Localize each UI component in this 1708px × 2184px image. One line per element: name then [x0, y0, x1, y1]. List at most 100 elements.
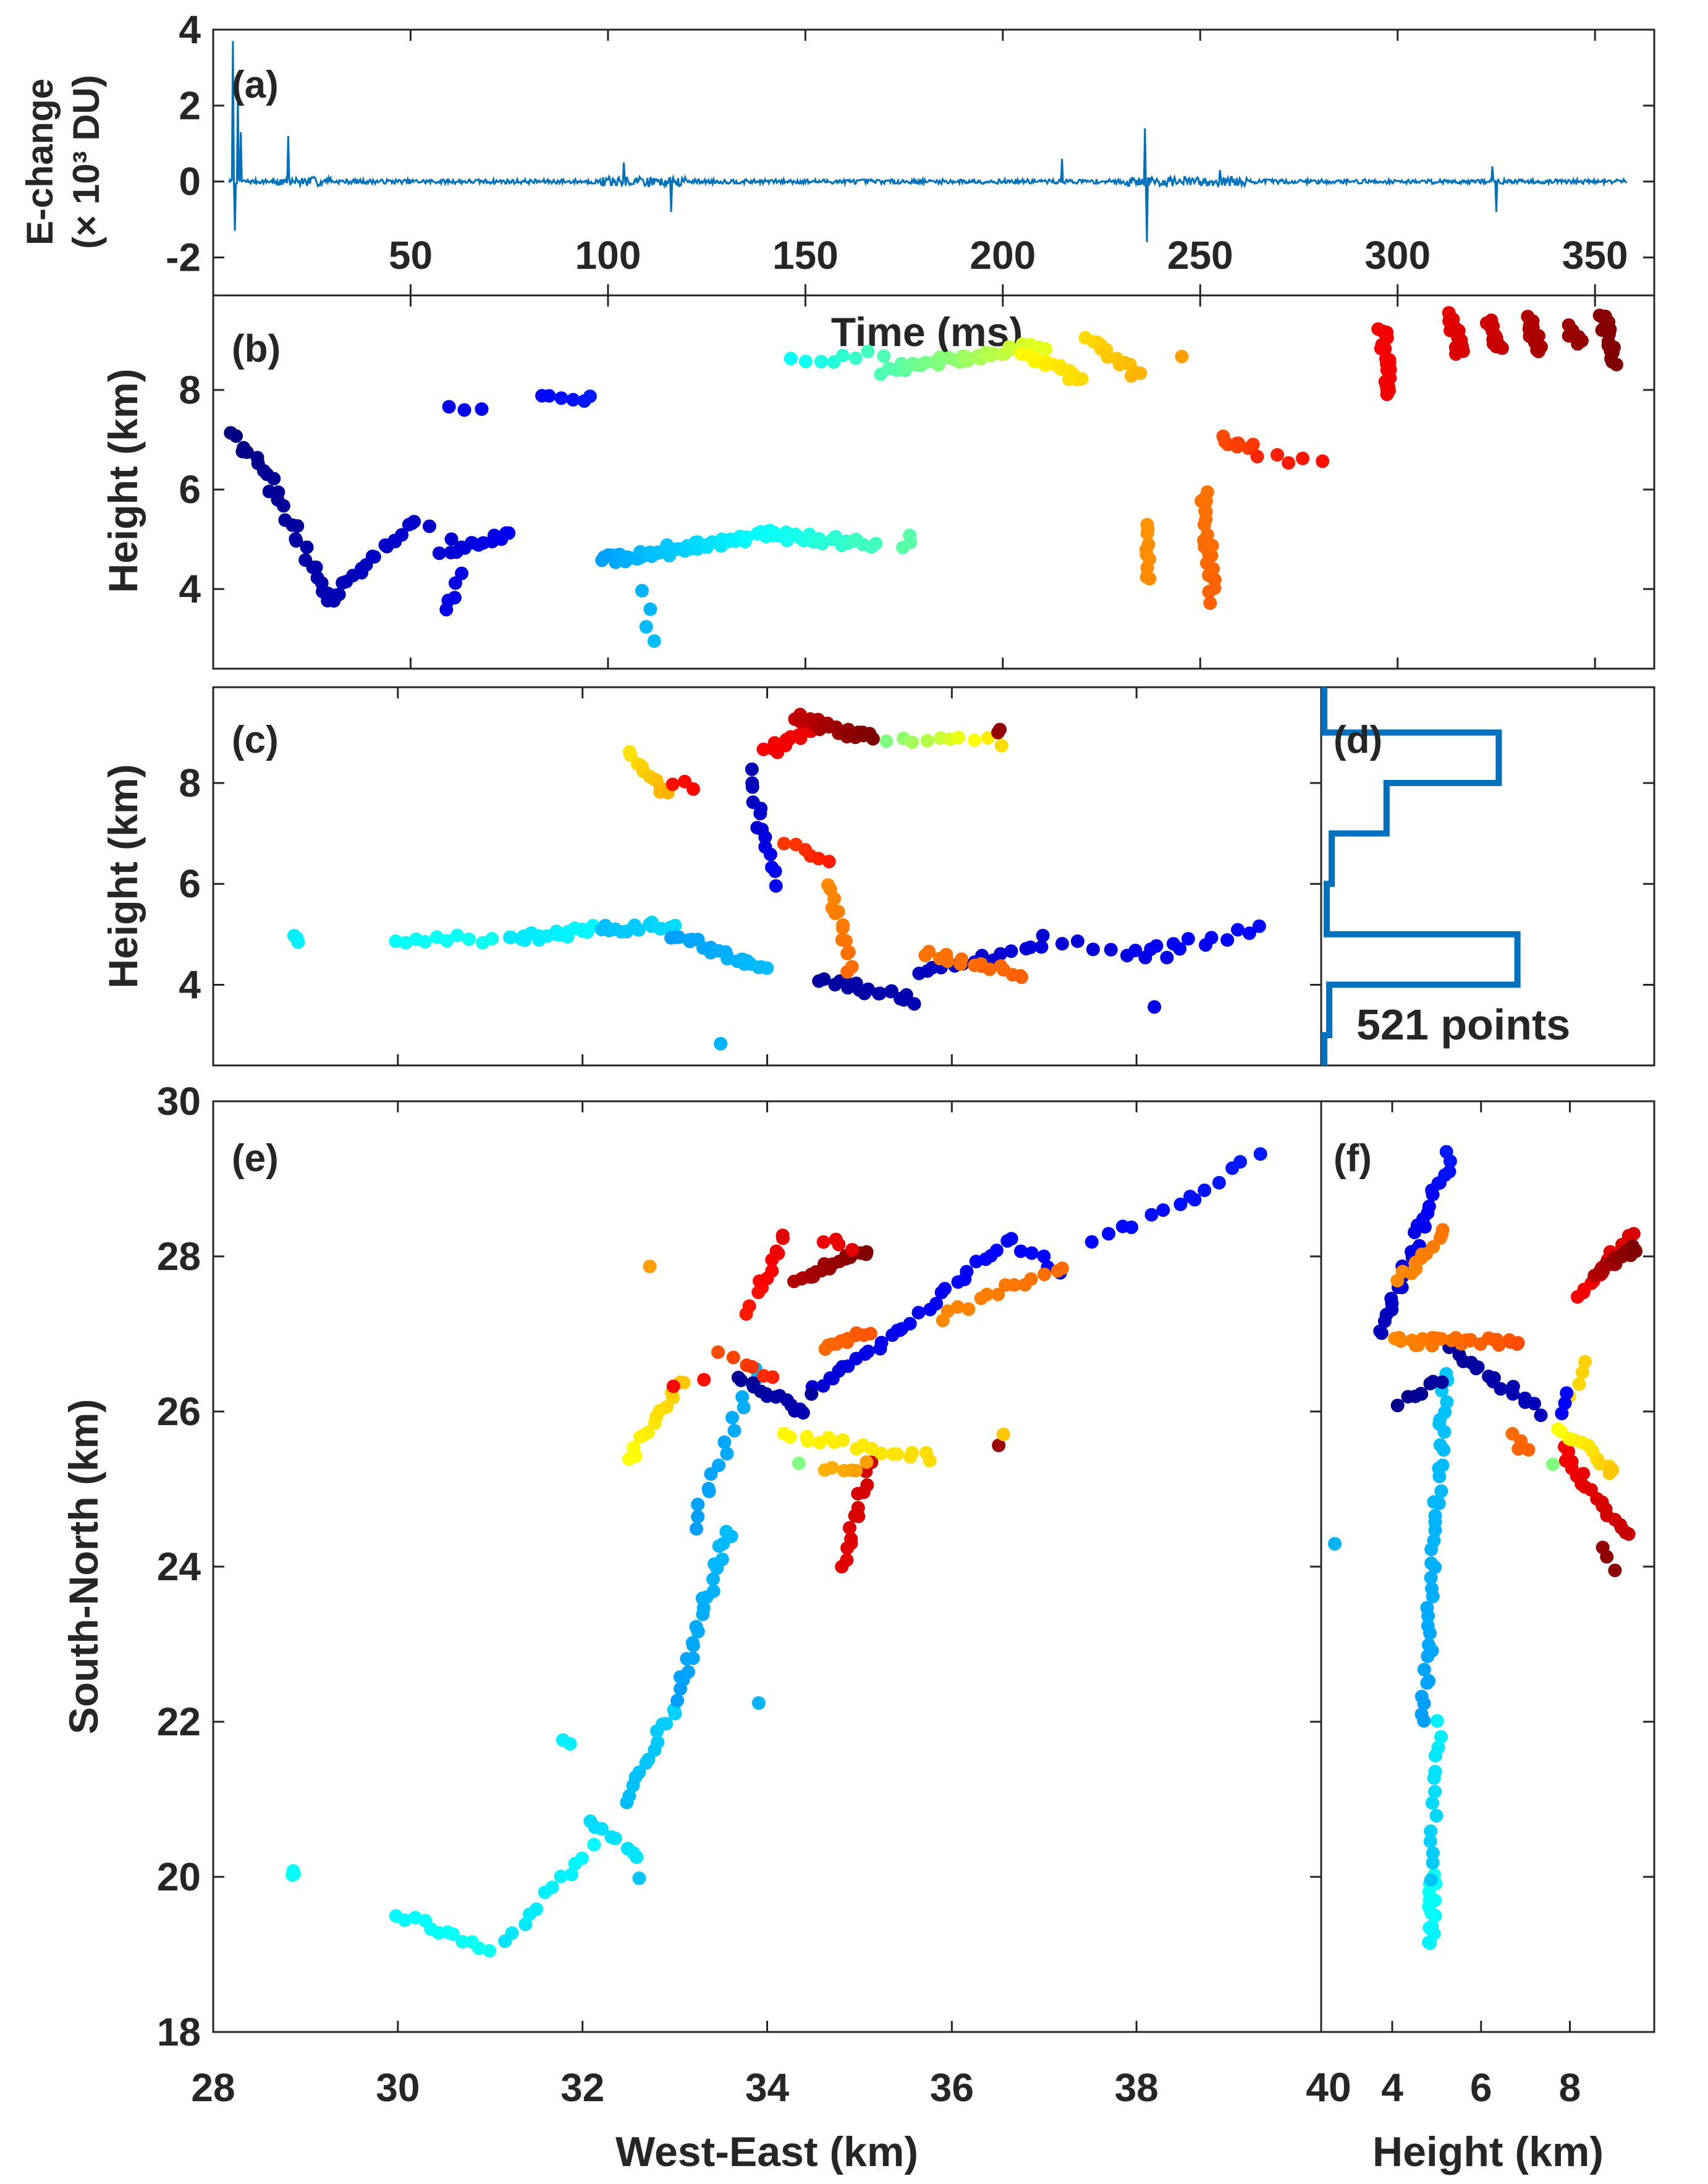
- panel-c-point: [1104, 942, 1118, 957]
- panel-e-point: [1014, 1244, 1028, 1258]
- panel-f-point: [1424, 1873, 1438, 1887]
- panel-e-point: [1198, 1183, 1212, 1198]
- panel-c-point: [866, 732, 880, 746]
- panel-f-point: [1390, 1399, 1405, 1413]
- panel-a-label: (a): [232, 64, 279, 106]
- panel-e-point: [742, 1299, 756, 1313]
- panel-c-point: [920, 734, 934, 748]
- panel-e-point: [697, 1373, 711, 1387]
- panel-f-point: [1417, 1662, 1431, 1677]
- panel-f-xtick-label: 8: [1559, 2065, 1581, 2110]
- panel-b-point: [447, 591, 462, 605]
- panel-e-point: [769, 1244, 784, 1258]
- panel-f-point: [1490, 1332, 1504, 1347]
- panel-f-point: [1469, 1361, 1483, 1376]
- panel-c-point: [811, 852, 826, 866]
- panel-b-point: [1296, 451, 1310, 465]
- panel-c-point: [714, 1036, 728, 1051]
- panel-c-ytick-label: 6: [179, 861, 201, 906]
- panel-b-point: [1133, 366, 1148, 380]
- panel-c-point: [1148, 1000, 1162, 1014]
- panel-b: 4 6 8 (b) Height (km): [100, 294, 1655, 670]
- panel-e-point: [1156, 1203, 1170, 1217]
- panel-c-ylabel: Height (km): [100, 764, 146, 989]
- panel-c-point: [668, 918, 682, 933]
- panel-b-point: [1492, 339, 1505, 353]
- panel-b-point: [1250, 449, 1264, 463]
- panel-c-point: [899, 988, 913, 1002]
- panel-f-ticks: 4 6 8: [1381, 1100, 1654, 2110]
- panel-e-point: [564, 1868, 578, 1882]
- panel-e-point: [860, 1478, 874, 1492]
- panel-f-point: [1521, 1443, 1536, 1457]
- height-histogram: [1321, 687, 1521, 1065]
- panel-c-point: [822, 855, 836, 869]
- panel-b-point: [432, 546, 446, 561]
- panel-d-ticks: [1643, 782, 1654, 986]
- panel-f-point: [1428, 1509, 1442, 1523]
- panel-e-point: [776, 1229, 790, 1242]
- panel-e-ytick-label: 20: [157, 1855, 201, 1899]
- panel-b-point: [903, 528, 917, 543]
- panel-c-point: [769, 879, 783, 893]
- panel-f-point: [1440, 1395, 1454, 1409]
- panel-c-point: [981, 731, 995, 745]
- panel-e-point: [929, 1297, 944, 1311]
- panel-b-point: [814, 355, 828, 369]
- panel-e-point: [851, 1500, 865, 1515]
- panel-e-points: [285, 1147, 1267, 1958]
- panel-c-point: [763, 847, 777, 861]
- panel-f-point: [1442, 1164, 1456, 1179]
- panel-e-point: [632, 1765, 646, 1779]
- panel-e-point: [845, 1243, 860, 1257]
- panel-f-point: [1506, 1387, 1520, 1401]
- panel-d-frame: [1320, 686, 1655, 1067]
- panel-b-point: [1282, 456, 1296, 470]
- panel-f-point: [1626, 1227, 1641, 1241]
- panel-f-point: [1427, 1495, 1441, 1509]
- panel-f-point: [1421, 1619, 1435, 1633]
- panel-f-point: [1578, 1355, 1592, 1369]
- panel-c-point: [1004, 944, 1018, 959]
- panel-e-point: [980, 1287, 994, 1302]
- panel-e-point: [651, 1735, 665, 1750]
- panel-b-point: [1605, 355, 1620, 369]
- panel-b-point: [643, 602, 657, 616]
- panel-c-point: [1128, 944, 1143, 957]
- panel-f-point: [1431, 1740, 1445, 1754]
- panel-e-point: [689, 1620, 703, 1634]
- panel-b-point: [784, 352, 798, 366]
- panel-a-ytick-label: -2: [166, 235, 201, 280]
- panel-f-point: [1438, 1405, 1452, 1420]
- panel-e-point: [765, 1264, 779, 1278]
- panel-b-point: [444, 532, 459, 546]
- panel-b-point: [635, 583, 649, 598]
- panel-b-point: [869, 536, 883, 551]
- panel-f-point: [1426, 1846, 1440, 1860]
- panel-e-point: [849, 1463, 863, 1478]
- panel-a-xtick-label: 100: [575, 233, 641, 277]
- panel-e-point: [719, 1525, 734, 1539]
- panel-e-point: [545, 1881, 559, 1894]
- panel-e-point: [1102, 1227, 1115, 1241]
- panel-e-point: [483, 1944, 497, 1958]
- panel-c-point: [1149, 939, 1164, 953]
- panel-c-point: [993, 722, 1007, 737]
- panel-f-point: [1424, 1571, 1438, 1585]
- panel-f-point: [1414, 1387, 1428, 1401]
- panel-c-point: [879, 734, 894, 748]
- panel-f-point: [1576, 1467, 1591, 1481]
- panel-e-point: [840, 1553, 854, 1567]
- panel-e-label: (e): [232, 1137, 279, 1180]
- panel-e-ylabel: South-North (km): [61, 1399, 106, 1735]
- panel-f-point: [1421, 1638, 1435, 1652]
- panel-e-point: [285, 1868, 300, 1882]
- panel-c-point: [907, 997, 921, 1011]
- panel-f-extra-tick-label: 40: [1306, 2064, 1351, 2110]
- panel-e-point: [844, 1532, 858, 1546]
- panel-e-point: [685, 1636, 700, 1650]
- panel-f-xtick-label: 6: [1470, 2065, 1492, 2110]
- panel-c-point: [941, 954, 955, 968]
- panel-e-point: [563, 1737, 577, 1751]
